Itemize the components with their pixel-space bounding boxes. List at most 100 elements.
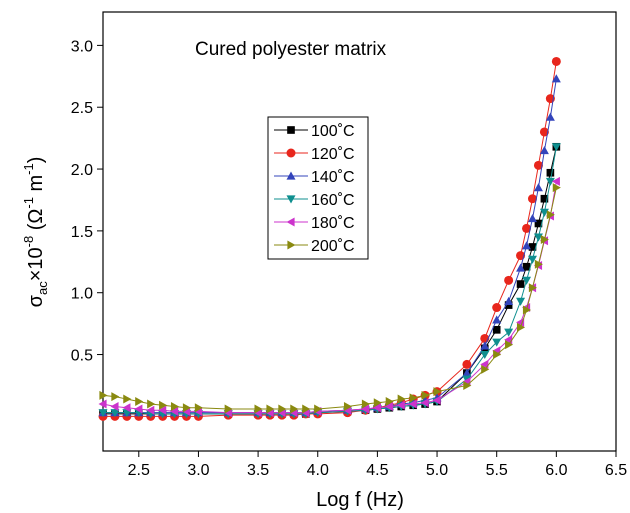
data-point bbox=[522, 305, 532, 315]
x-tick-label: 2.5 bbox=[128, 462, 150, 479]
y-tick-label: 1.0 bbox=[71, 286, 93, 303]
legend-marker bbox=[287, 126, 295, 134]
x-axis-label: Log f (Hz) bbox=[316, 489, 404, 511]
data-point bbox=[492, 315, 502, 324]
data-point bbox=[170, 401, 180, 411]
data-point bbox=[540, 194, 549, 203]
data-point bbox=[522, 223, 532, 233]
data-point bbox=[551, 143, 561, 152]
legend: 100˚C 120˚C 140˚C 160˚C 180˚C 200˚C bbox=[267, 116, 369, 260]
data-point bbox=[493, 350, 502, 360]
y-label-part: -1 bbox=[21, 163, 36, 175]
data-point bbox=[533, 160, 543, 170]
y-tick-label: 2.0 bbox=[71, 162, 93, 179]
data-point bbox=[182, 403, 192, 413]
x-tick-label: 5.0 bbox=[426, 462, 448, 479]
y-label-part: -1 bbox=[21, 197, 36, 209]
data-point bbox=[551, 56, 561, 66]
y-tick-label: 0.5 bbox=[71, 348, 93, 365]
y-label-part: σ bbox=[25, 294, 47, 307]
legend-label: 180˚C bbox=[311, 215, 355, 232]
data-point bbox=[480, 350, 490, 360]
data-point bbox=[522, 276, 532, 285]
data-point bbox=[159, 400, 168, 410]
data-point bbox=[480, 341, 490, 350]
data-point bbox=[111, 392, 120, 402]
data-point bbox=[98, 399, 107, 409]
data-point bbox=[534, 259, 543, 269]
x-tick-label: 6.5 bbox=[605, 462, 627, 479]
data-point bbox=[123, 394, 132, 404]
y-label-part: m bbox=[25, 175, 47, 197]
data-point bbox=[373, 398, 382, 408]
data-point bbox=[516, 297, 526, 306]
annotation: Cured polyester matrix bbox=[195, 39, 387, 60]
data-point bbox=[546, 168, 555, 177]
data-point bbox=[360, 404, 370, 414]
legend-label: 100˚C bbox=[311, 123, 355, 140]
data-point bbox=[551, 176, 560, 186]
y-label-part: ×10 bbox=[25, 247, 47, 281]
data-point bbox=[462, 368, 472, 377]
data-point bbox=[266, 404, 275, 414]
data-point bbox=[533, 183, 543, 192]
data-point bbox=[122, 403, 131, 413]
data-point bbox=[540, 235, 549, 245]
data-point bbox=[533, 233, 543, 242]
data-point bbox=[539, 208, 549, 217]
legend-marker bbox=[286, 195, 296, 204]
y-tick-label: 1.5 bbox=[71, 224, 93, 241]
legend-label: 200˚C bbox=[311, 238, 355, 255]
data-point bbox=[504, 296, 514, 305]
data-point bbox=[396, 400, 405, 410]
data-point bbox=[290, 404, 299, 414]
data-point bbox=[504, 275, 514, 285]
data-point bbox=[385, 397, 394, 407]
data-point bbox=[528, 243, 537, 251]
data-point bbox=[527, 255, 537, 264]
legend-marker bbox=[286, 217, 295, 227]
data-point bbox=[492, 325, 501, 334]
data-point bbox=[481, 364, 490, 374]
data-point bbox=[98, 409, 108, 418]
data-point bbox=[552, 183, 561, 193]
x-tick-label: 6.0 bbox=[545, 462, 567, 479]
data-point bbox=[528, 283, 537, 293]
data-point bbox=[420, 398, 429, 408]
data-point bbox=[432, 395, 441, 405]
data-point bbox=[462, 359, 472, 369]
legend-marker bbox=[287, 240, 296, 250]
legend-label: 160˚C bbox=[311, 192, 355, 209]
data-point bbox=[384, 401, 393, 411]
y-label-part: (Ω bbox=[25, 209, 47, 236]
y-tick-label: 2.5 bbox=[71, 100, 93, 117]
data-point bbox=[539, 127, 549, 137]
data-point bbox=[135, 397, 144, 407]
data-point bbox=[516, 263, 526, 272]
data-point bbox=[433, 387, 442, 397]
data-point bbox=[504, 328, 514, 337]
y-axis-label: σac×10-8 (Ω-1 m-1) bbox=[21, 157, 50, 308]
data-point bbox=[254, 404, 263, 414]
data-point bbox=[492, 338, 502, 347]
data-point bbox=[545, 112, 555, 121]
data-point bbox=[408, 399, 417, 409]
data-point bbox=[527, 214, 537, 223]
data-point bbox=[534, 219, 543, 228]
y-label-part: ac bbox=[35, 281, 50, 295]
y-tick-label: 3.0 bbox=[71, 38, 93, 55]
data-point bbox=[110, 401, 119, 411]
plot-frame bbox=[102, 11, 617, 452]
data-point bbox=[314, 404, 323, 414]
data-point bbox=[492, 303, 502, 313]
data-point bbox=[551, 74, 561, 83]
data-point bbox=[546, 210, 555, 220]
x-tick-label: 4.0 bbox=[307, 462, 329, 479]
data-point bbox=[302, 404, 311, 414]
data-point bbox=[421, 390, 430, 400]
x-tick-label: 3.5 bbox=[247, 462, 269, 479]
data-point bbox=[463, 380, 472, 390]
data-point bbox=[409, 393, 418, 403]
legend-marker bbox=[286, 148, 296, 158]
data-point bbox=[146, 405, 155, 415]
